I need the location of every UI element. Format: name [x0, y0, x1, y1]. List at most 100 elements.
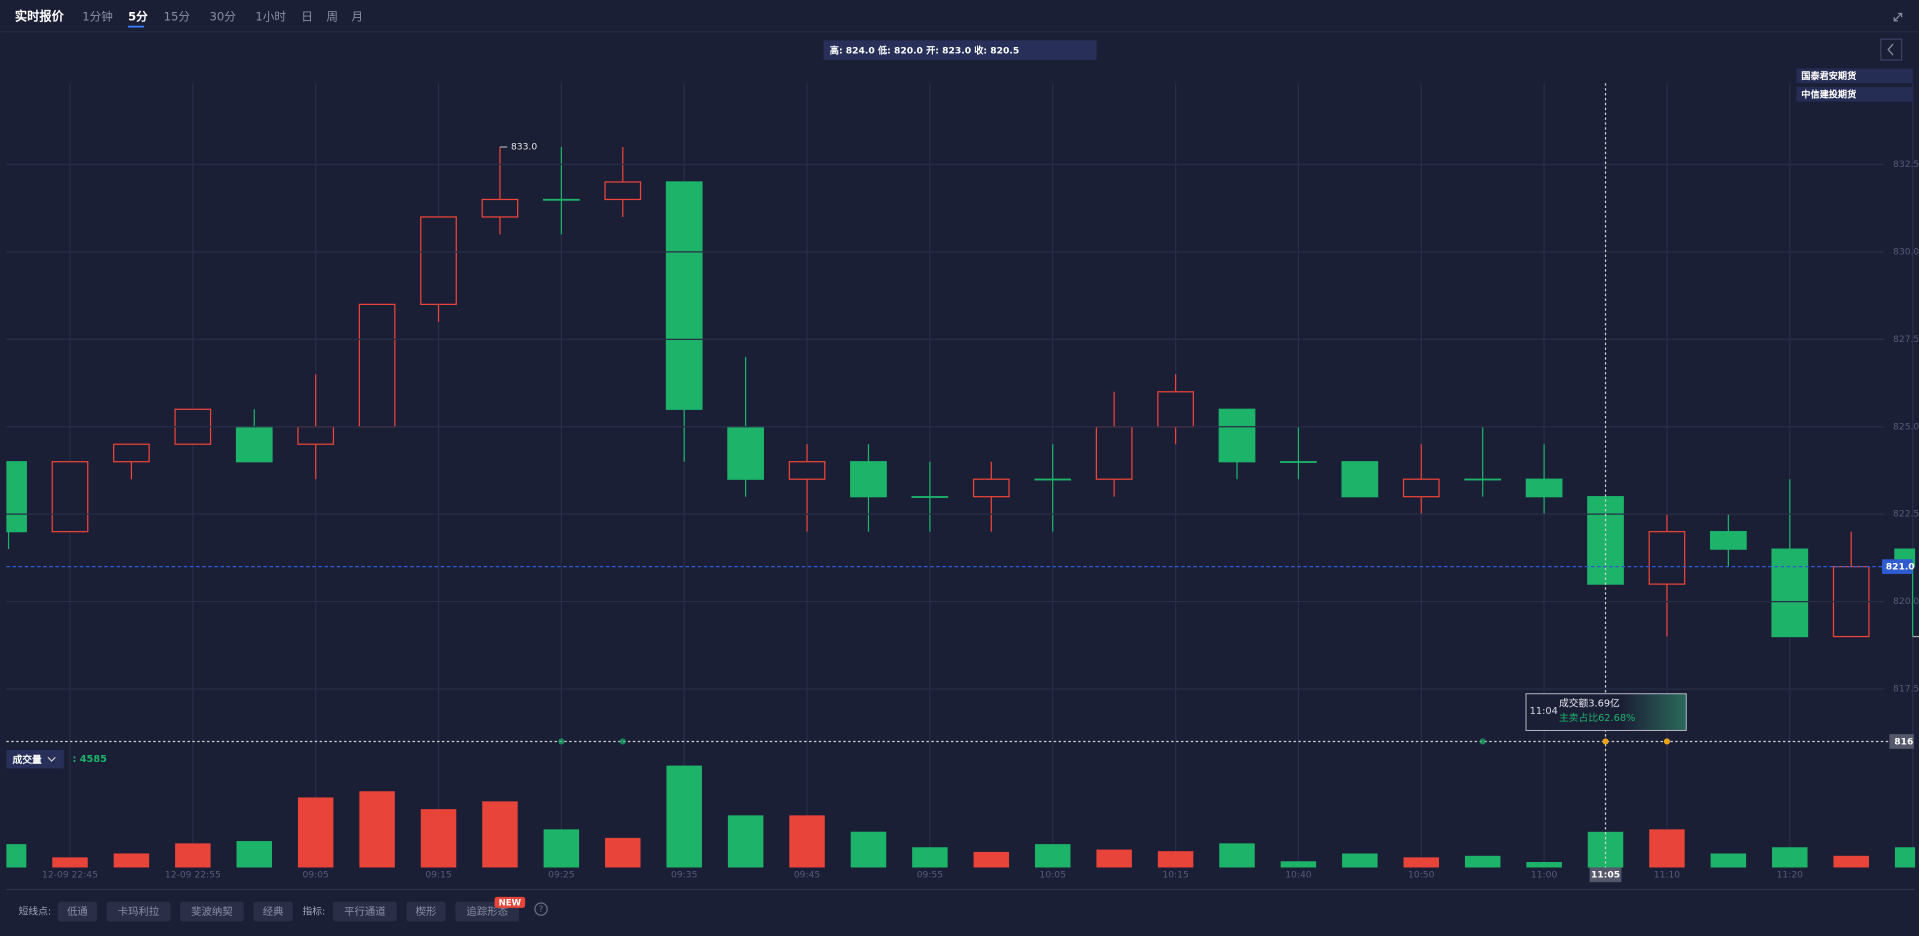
volume-bar — [543, 829, 580, 868]
max-label: 833.0 — [511, 142, 537, 153]
candle-body — [1710, 531, 1747, 550]
tooltip — [1525, 693, 1687, 731]
volume-bar — [973, 851, 1010, 868]
tooltip-amount: 成交额3.69亿 — [1559, 697, 1620, 710]
y-tick-label: 820.0 — [1893, 596, 1919, 607]
x-tick-label: 11:00 — [1531, 869, 1558, 880]
broker-tag — [1796, 68, 1913, 84]
candle-body — [51, 461, 89, 533]
volume-bar — [1219, 843, 1255, 868]
interval-tab[interactable]: 日 — [301, 10, 313, 24]
x-tick-label: 10:05 — [1040, 869, 1067, 880]
new-badge — [494, 896, 526, 908]
volume-bar — [113, 853, 150, 868]
interval-tab[interactable]: 5分 — [128, 10, 148, 24]
broker-tag — [1796, 86, 1913, 102]
candle-body — [420, 216, 457, 305]
help-icon[interactable] — [534, 902, 548, 916]
button-label: 平行通道 — [344, 905, 386, 918]
button[interactable] — [57, 901, 97, 922]
x-tick-label: 11:20 — [1777, 869, 1804, 880]
volume-bar — [1464, 855, 1501, 868]
button-label: 追踪形态 — [466, 905, 508, 918]
bar-label: 短线点: — [19, 905, 52, 918]
volume-bar — [420, 809, 457, 868]
volume-bar — [52, 857, 88, 868]
candle-body — [1648, 531, 1686, 585]
interval-tab[interactable]: 1分钟 — [82, 10, 113, 24]
x-tick-label: 09:35 — [671, 869, 698, 880]
candle-body — [1402, 478, 1440, 498]
x-tick-label: 09:25 — [548, 869, 575, 880]
summary-box — [823, 40, 1097, 60]
candle-body — [665, 181, 703, 410]
chevron — [47, 756, 56, 762]
y-tick-label: 827.5 — [1893, 334, 1919, 345]
crosshair-tag — [1889, 734, 1914, 749]
volume-bar — [175, 843, 211, 868]
candle-body — [1771, 548, 1809, 638]
signal-dot — [1479, 738, 1486, 745]
volume-bar — [236, 841, 272, 868]
candle-body — [788, 461, 826, 480]
collapse-button[interactable] — [1880, 38, 1903, 61]
interval-tab[interactable]: 月 — [351, 10, 363, 24]
interval-tab[interactable]: 周 — [326, 10, 338, 24]
interval-tab[interactable]: 30分 — [209, 10, 236, 24]
x-tick-label: 10:50 — [1408, 869, 1435, 880]
button[interactable] — [333, 901, 397, 922]
interval-tab[interactable]: 15分 — [164, 10, 191, 24]
volume-bar — [6, 844, 27, 868]
candle-body — [911, 496, 949, 498]
volume-bar — [359, 791, 395, 868]
volume-bar — [297, 797, 334, 868]
volume-bar — [605, 837, 641, 868]
x-tick-label: 09:05 — [302, 869, 329, 880]
tooltip-ratio: 主卖占比62.68% — [1559, 711, 1635, 724]
volume-bar — [1034, 844, 1071, 868]
button[interactable] — [253, 901, 293, 922]
volume-bar — [482, 801, 518, 868]
crosshair-time-tag — [1589, 867, 1622, 883]
volume-name: 成交量 — [12, 753, 42, 766]
active-underline — [128, 25, 145, 28]
plot-area — [6, 83, 1916, 868]
signal-dot — [619, 738, 626, 745]
button[interactable] — [406, 901, 446, 922]
volume-bar — [1772, 847, 1808, 868]
volume-bar — [727, 815, 764, 868]
candle-body — [850, 461, 887, 498]
candle-body — [1464, 478, 1502, 481]
volume-bar — [1403, 857, 1440, 868]
ohlc-summary: 高: 824.0 低: 820.0 开: 823.0 收: 820.5 — [830, 44, 1019, 56]
expand-icon[interactable] — [1893, 12, 1903, 22]
candle-body — [113, 443, 150, 463]
button[interactable] — [106, 901, 171, 922]
candle-body — [1034, 478, 1072, 481]
y-tick-label: 822.5 — [1893, 509, 1919, 520]
x-tick-label: 09:55 — [917, 869, 944, 880]
x-tick-label: 09:15 — [425, 869, 452, 880]
candle-body — [1218, 408, 1256, 463]
crosshair-label: 816 — [1894, 737, 1913, 748]
broker-name: 国泰君安期货 — [1801, 70, 1856, 82]
volume-bar — [912, 847, 948, 868]
button-label: 斐波纳契 — [191, 905, 233, 918]
interval-tab[interactable]: 1小时 — [255, 10, 286, 24]
button-label: 经典 — [263, 905, 284, 918]
volume-bar — [1833, 855, 1869, 868]
button[interactable] — [180, 901, 244, 922]
x-tick-label: 12-09 22:55 — [165, 869, 221, 880]
y-tick-label: 817.5 — [1893, 684, 1919, 695]
bar-label: 指标: — [302, 905, 325, 918]
x-tick-label: 10:15 — [1162, 869, 1189, 880]
help-label: ? — [539, 905, 544, 915]
candle-body — [235, 426, 273, 463]
y-tick-label: 825.0 — [1893, 421, 1919, 432]
button-label: 楔形 — [416, 906, 437, 918]
volume-bar — [789, 815, 825, 868]
volume-bar — [666, 765, 702, 868]
last-price-label: 821.0 — [1886, 562, 1915, 573]
